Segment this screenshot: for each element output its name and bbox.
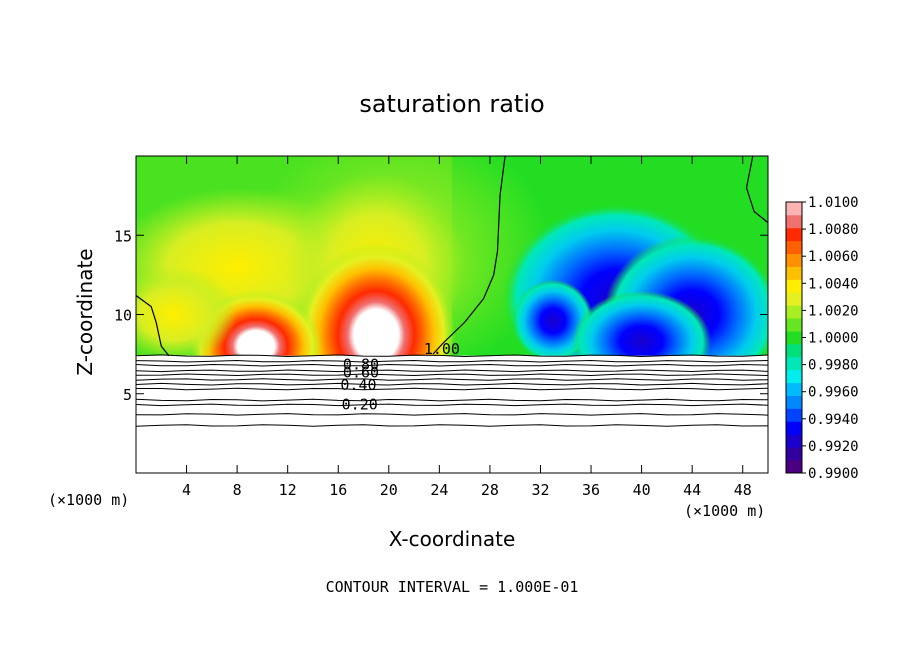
colorbar bbox=[785, 201, 803, 474]
colorbar-swatch bbox=[786, 266, 802, 280]
x-tick-label: 36 bbox=[582, 481, 600, 499]
colorbar-swatch bbox=[786, 408, 802, 422]
colorbar-label: 1.0080 bbox=[808, 222, 859, 238]
contour-line-0.80 bbox=[135, 354, 769, 358]
colorbar-swatch bbox=[786, 447, 802, 461]
colorbar-swatch bbox=[786, 434, 802, 448]
chart-title: saturation ratio bbox=[359, 90, 544, 118]
colorbar-label: 1.0000 bbox=[808, 331, 859, 347]
contour-line-1.00 bbox=[432, 155, 506, 355]
colorbar-label: 1.0060 bbox=[808, 249, 859, 265]
x-tick-label: 4 bbox=[182, 481, 191, 499]
colorbar-swatch bbox=[786, 202, 802, 216]
contour-line-0.60 bbox=[135, 363, 769, 367]
colorbar-label: 0.9960 bbox=[808, 385, 859, 401]
contour-line-0.20 bbox=[135, 398, 769, 402]
x-tick-label: 12 bbox=[279, 481, 297, 499]
x-unit-left: (×1000 m) bbox=[48, 491, 129, 509]
x-tick-label: 48 bbox=[734, 481, 752, 499]
colorbar-swatch bbox=[786, 305, 802, 319]
x-axis-label: X-coordinate bbox=[389, 527, 516, 551]
x-unit-right: (×1000 m) bbox=[684, 502, 765, 520]
contour-line-0.80 bbox=[135, 359, 769, 363]
colorbar-label: 1.0100 bbox=[808, 195, 859, 211]
x-tick-label: 32 bbox=[531, 481, 549, 499]
contour-label: 0.20 bbox=[342, 395, 378, 413]
contour-line-0.40 bbox=[135, 378, 769, 381]
colorbar-swatch bbox=[786, 382, 802, 396]
colorbar-swatch bbox=[786, 292, 802, 306]
colorbar-label: 0.9940 bbox=[808, 412, 859, 428]
contour-label: 0.80 bbox=[343, 356, 379, 374]
colorbar-labels: 1.0100 1.0080 1.0060 1.0040 1.0020 1.0000 0.99… bbox=[802, 195, 859, 482]
field-blob bbox=[136, 266, 238, 363]
colorbar-label: 1.0020 bbox=[808, 303, 859, 319]
colorbar-swatch bbox=[786, 343, 802, 358]
colorbar-label: 0.9980 bbox=[808, 358, 859, 374]
contour-lines bbox=[135, 155, 769, 427]
colorbar-swatch bbox=[786, 460, 802, 474]
contour-line-0.20 bbox=[135, 413, 769, 416]
colorbar-swatch bbox=[786, 214, 802, 229]
x-tick-label: 40 bbox=[633, 481, 651, 499]
colorbar-swatch bbox=[786, 279, 802, 293]
x-tick-label: 20 bbox=[380, 481, 398, 499]
colorbar-swatch bbox=[786, 253, 802, 267]
y-axis-ticks: 5 10 15 bbox=[114, 227, 768, 404]
y-tick-label: 10 bbox=[114, 307, 132, 325]
x-tick-label: 44 bbox=[683, 481, 701, 499]
colorbar-swatch bbox=[786, 369, 802, 384]
contour-labels: 1.00 0.800.600.400.20 bbox=[340, 340, 460, 413]
contour-label: 1.00 bbox=[424, 340, 460, 358]
x-axis-ticks: 4 8 12 16 20 24 28 32 36 40 44 48 bbox=[182, 156, 752, 499]
x-tick-label: 28 bbox=[481, 481, 499, 499]
contour-line-0.40 bbox=[136, 387, 769, 391]
y-tick-label: 15 bbox=[114, 227, 132, 245]
colorbar-swatch bbox=[786, 421, 802, 435]
x-tick-label: 24 bbox=[430, 481, 448, 499]
contour-line-0.20 bbox=[135, 403, 769, 407]
contour-interval-note: CONTOUR INTERVAL = 1.000E-01 bbox=[326, 578, 579, 596]
colorbar-swatch bbox=[786, 227, 802, 242]
y-tick-label: 5 bbox=[123, 386, 132, 404]
colorbar-swatch bbox=[786, 240, 802, 255]
colorbar-label: 1.0040 bbox=[808, 276, 859, 292]
plot-area bbox=[136, 156, 768, 473]
contour-line-0.20 bbox=[135, 424, 769, 427]
x-tick-label: 16 bbox=[329, 481, 347, 499]
colorbar-swatch bbox=[786, 331, 802, 345]
contour-label: 0.60 bbox=[343, 364, 379, 382]
contour-line-0.60 bbox=[135, 373, 769, 377]
colorbar-label: 0.9920 bbox=[808, 439, 859, 455]
colorbar-swatch bbox=[786, 356, 802, 371]
contour-line-1.00 bbox=[135, 295, 170, 357]
contour-label: 0.40 bbox=[340, 376, 376, 394]
x-tick-label: 8 bbox=[233, 481, 242, 499]
colorbar-swatch bbox=[786, 395, 802, 409]
contour-line-0.40 bbox=[135, 382, 769, 386]
contour-line-0.60 bbox=[135, 369, 769, 373]
colorbar-label: 0.9900 bbox=[808, 466, 859, 482]
y-axis-label: Z-coordinate bbox=[73, 248, 97, 375]
colorbar-swatch bbox=[786, 318, 802, 332]
contour-line-1.00 bbox=[745, 155, 769, 224]
